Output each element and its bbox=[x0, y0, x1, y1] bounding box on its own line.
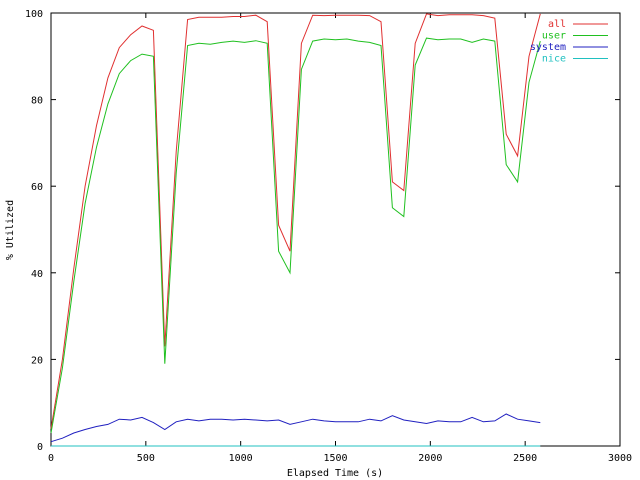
y-tick-label: 80 bbox=[31, 96, 43, 107]
legend-label-nice: nice bbox=[542, 54, 566, 65]
x-tick-label: 2500 bbox=[513, 453, 537, 464]
series-line-user bbox=[50, 37, 541, 434]
x-tick-label: 1000 bbox=[229, 453, 253, 464]
y-tick-label: 0 bbox=[37, 442, 43, 453]
tick-marks bbox=[50, 12, 621, 447]
series-line-system bbox=[50, 413, 541, 443]
tick-labels: 0 500 1000 1500 2000 2500 3000 0 20 40 60 80 100 bbox=[25, 9, 632, 464]
series-lines bbox=[50, 13, 541, 447]
y-tick-label: 60 bbox=[31, 182, 43, 193]
x-axis-title: Elapsed Time (s) bbox=[287, 468, 383, 479]
legend-label-system: system bbox=[530, 42, 566, 53]
series-line-all bbox=[50, 13, 541, 429]
y-tick-label: 100 bbox=[25, 9, 43, 20]
legend-label-user: user bbox=[542, 31, 566, 42]
x-tick-label: 0 bbox=[48, 453, 54, 464]
x-tick-label: 3000 bbox=[608, 453, 632, 464]
y-axis-title: % Utilized bbox=[5, 200, 16, 260]
x-tick-label: 2000 bbox=[418, 453, 442, 464]
y-tick-label: 20 bbox=[31, 355, 43, 366]
plot-frame bbox=[50, 12, 621, 447]
x-tick-label: 1500 bbox=[323, 453, 347, 464]
y-tick-label: 40 bbox=[31, 269, 43, 280]
legend-label-all: all bbox=[548, 19, 566, 30]
x-tick-label: 500 bbox=[137, 453, 155, 464]
